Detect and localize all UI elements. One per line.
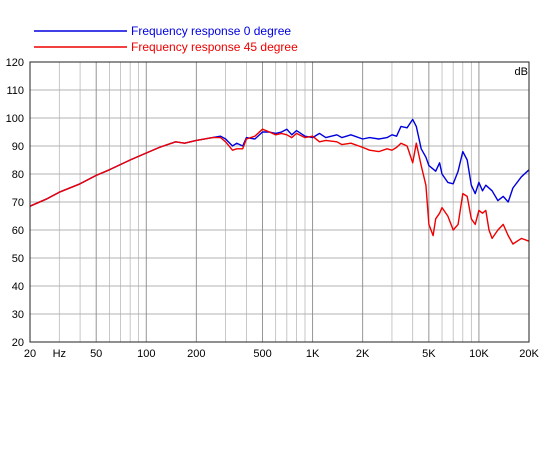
x-tick-label: 20	[24, 348, 36, 360]
x-tick-label: Hz	[53, 348, 66, 360]
legend-label: Frequency response 0 degree	[131, 24, 291, 38]
axis-tick-labels: 20 30 40 50 60 70 80 90 100 110 120 20 Hz 50 100 200 500…	[6, 57, 540, 360]
x-tick-label: 500	[253, 348, 271, 360]
x-tick-label: 5K	[422, 348, 436, 360]
y-tick-label: 60	[12, 225, 24, 237]
x-tick-label: 200	[187, 348, 205, 360]
x-tick-label: 50	[90, 348, 102, 360]
x-tick-label: 1K	[306, 348, 320, 360]
y-tick-label: 20	[12, 337, 24, 349]
y-tick-label: 30	[12, 309, 24, 321]
series-line	[29, 118, 530, 207]
y-axis-label: dB	[515, 66, 528, 78]
x-tick-label: 100	[137, 348, 155, 360]
series-line	[29, 128, 530, 245]
y-tick-label: 70	[12, 197, 24, 209]
legend-label: Frequency response 45 degree	[131, 40, 298, 54]
plot-frame	[29, 61, 530, 343]
y-tick-label: 80	[12, 169, 24, 181]
y-tick-label: 40	[12, 281, 24, 293]
y-tick-label: 110	[6, 85, 24, 97]
y-tick-label: 100	[6, 113, 24, 125]
y-tick-label: 50	[12, 253, 24, 265]
grid	[29, 61, 530, 343]
x-tick-label: 2K	[356, 348, 370, 360]
y-tick-label: 120	[6, 57, 24, 69]
x-tick-label: 10K	[469, 348, 489, 360]
series-lines	[29, 118, 530, 245]
legend: Frequency response 0 degree Frequency res…	[34, 24, 298, 54]
x-tick-label: 20K	[519, 348, 539, 360]
y-tick-label: 90	[12, 141, 24, 153]
